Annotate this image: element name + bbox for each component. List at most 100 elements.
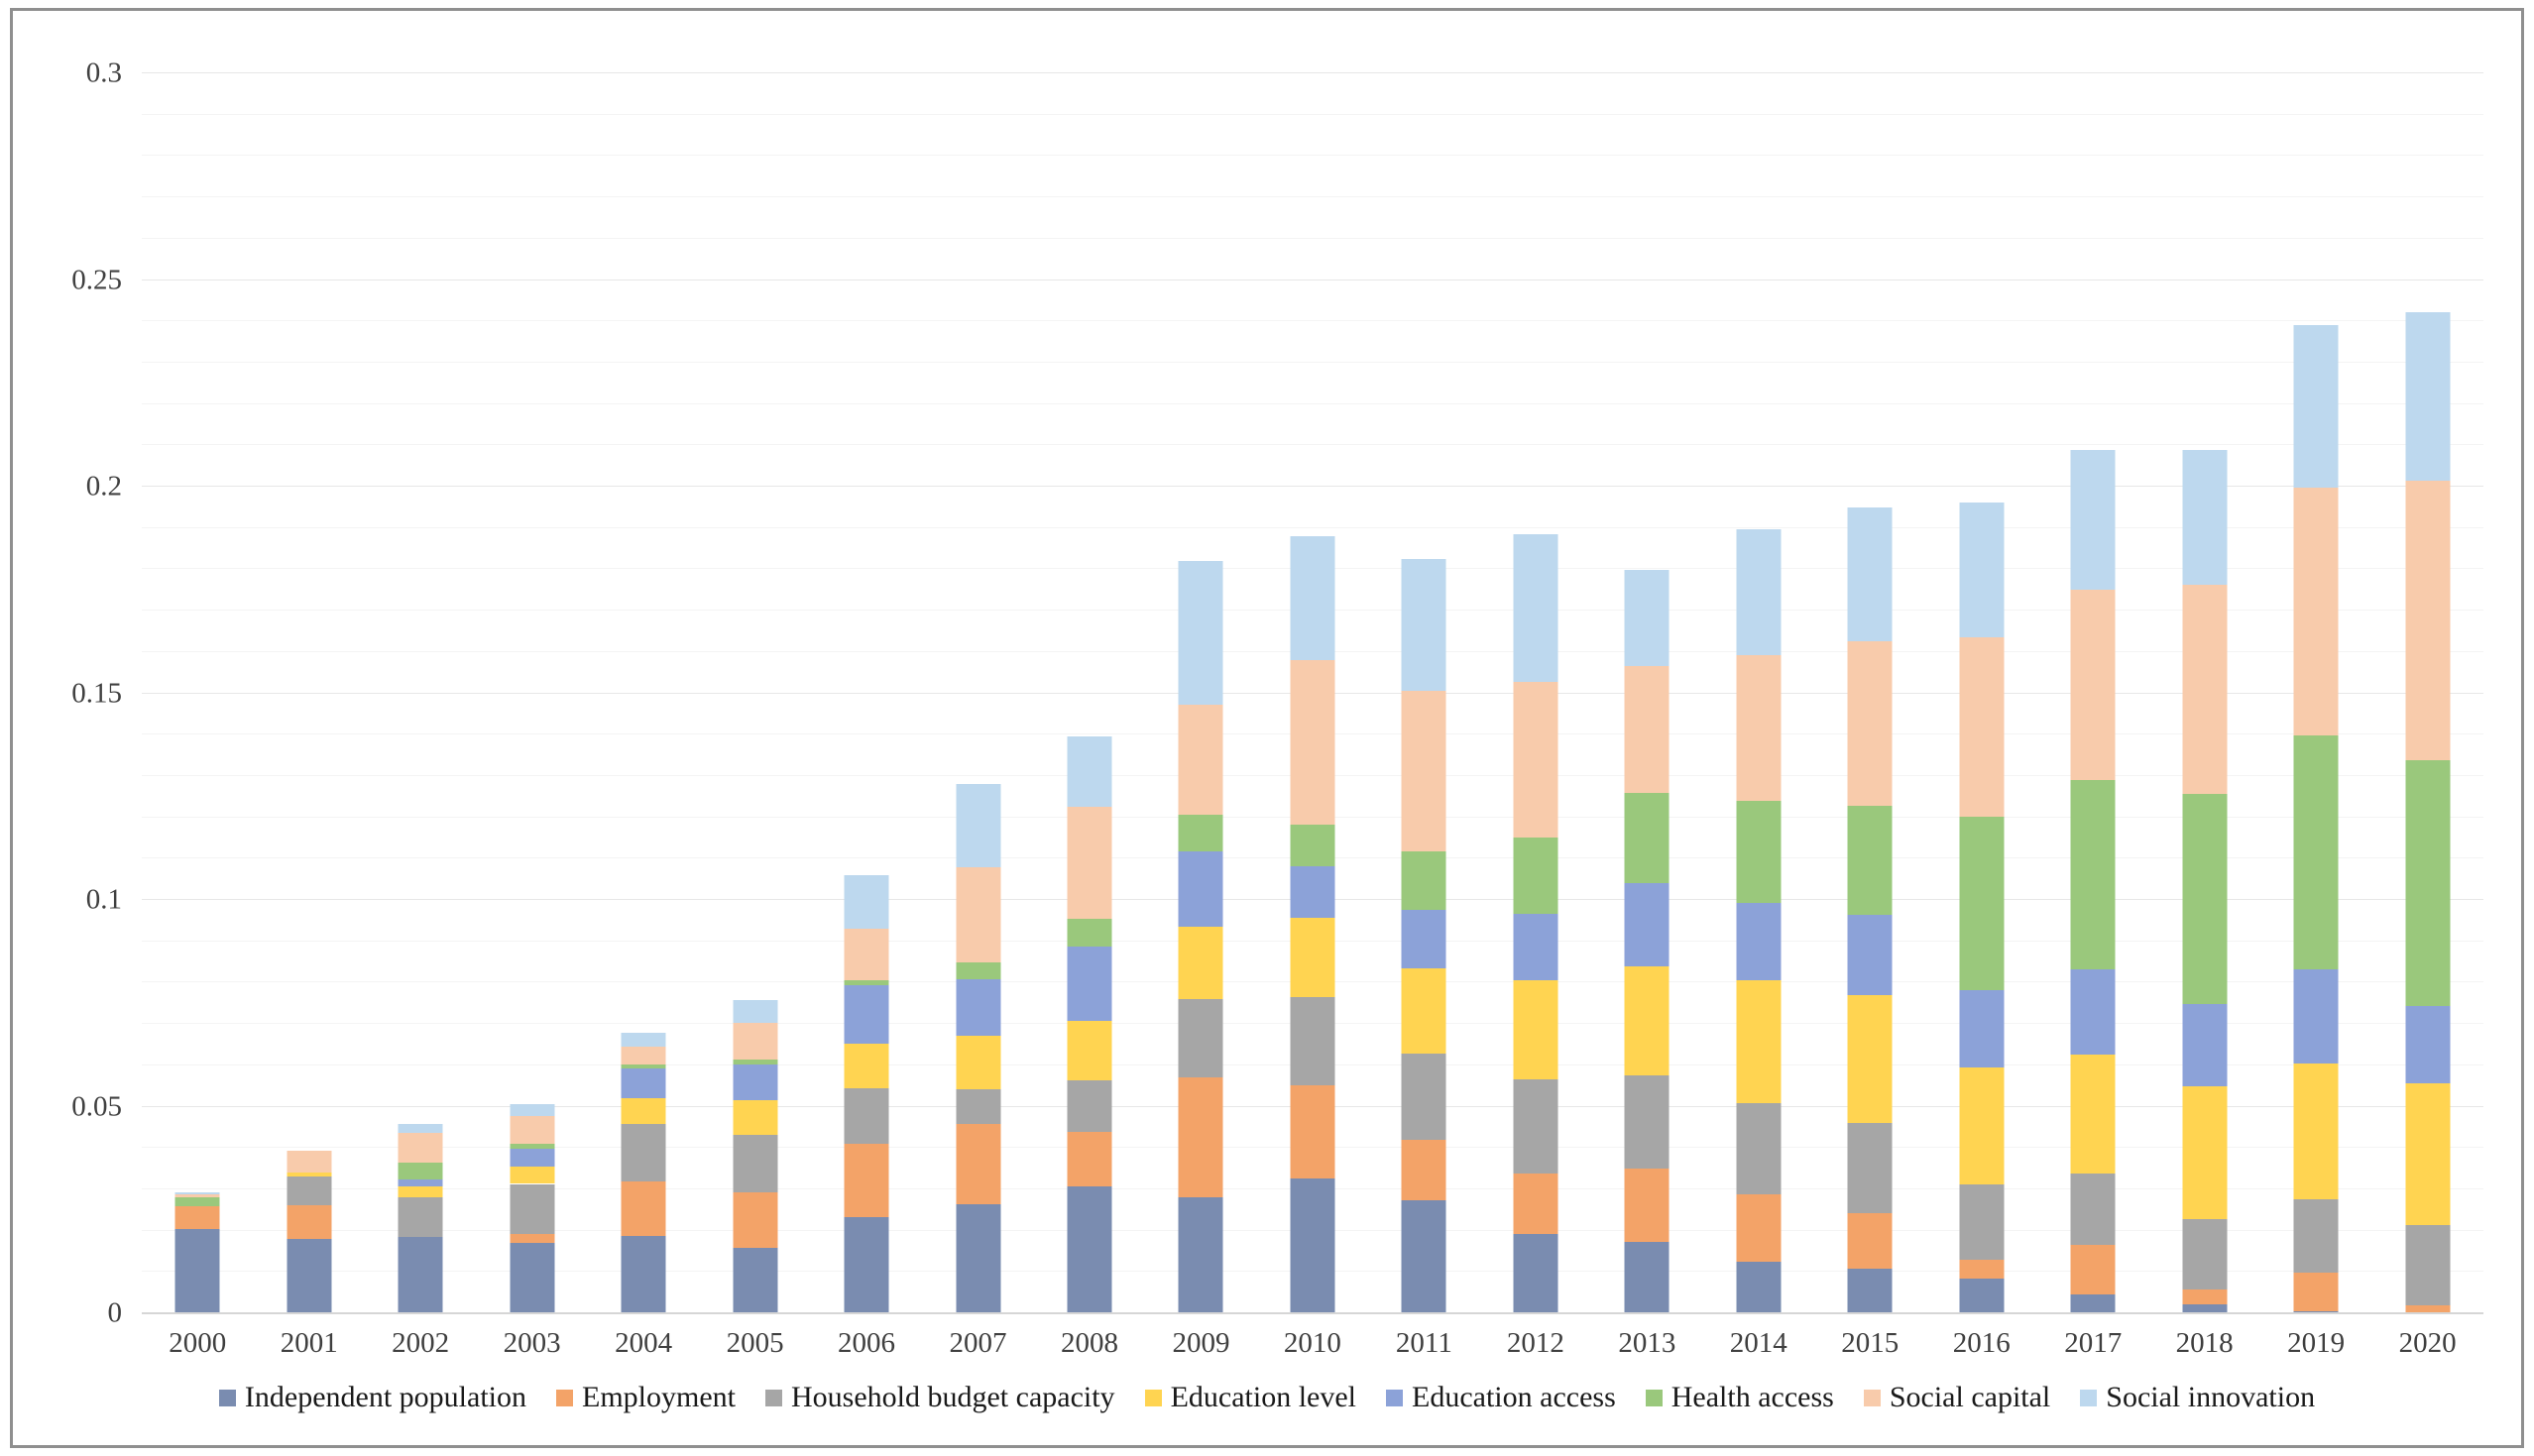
segment-employment — [1959, 1260, 2005, 1280]
segment-education-level — [956, 1036, 1001, 1089]
x-axis-label-2018: 2018 — [2175, 1327, 2234, 1359]
stacked-bar-2003 — [510, 1103, 555, 1313]
segment-education-access — [1401, 909, 1446, 968]
x-axis-label-2014: 2014 — [1729, 1327, 1787, 1359]
segment-independent-population — [956, 1204, 1001, 1313]
segment-household-budget-capacity — [2405, 1224, 2451, 1305]
bar-slot-2000: 2000 — [142, 73, 253, 1359]
bar-slot-2005: 2005 — [699, 73, 810, 1359]
gridline-minor — [142, 237, 2483, 239]
segment-household-budget-capacity — [2182, 1218, 2228, 1289]
segment-independent-population — [1290, 1177, 1335, 1313]
x-axis-label-2000: 2000 — [169, 1327, 227, 1359]
segment-education-level — [2405, 1082, 2451, 1225]
legend-swatch-icon — [1144, 1389, 1162, 1406]
segment-household-budget-capacity — [1736, 1102, 1782, 1195]
segment-independent-population — [287, 1239, 332, 1313]
segment-education-access — [956, 979, 1001, 1037]
segment-education-access — [2070, 969, 2116, 1055]
segment-independent-population — [2182, 1303, 2228, 1313]
stacked-bar-2012 — [1513, 534, 1558, 1313]
segment-household-budget-capacity — [1290, 997, 1335, 1086]
legend-item-education-access: Education access — [1386, 1381, 1616, 1414]
segment-social-capital — [287, 1151, 332, 1173]
legend-swatch-icon — [218, 1389, 236, 1406]
legend-label: Education level — [1170, 1381, 1356, 1413]
segment-education-level — [1513, 980, 1558, 1080]
segment-health-access — [733, 1060, 778, 1064]
x-axis-label-2006: 2006 — [838, 1327, 896, 1359]
segment-health-access — [1513, 838, 1558, 914]
segment-education-level — [733, 1100, 778, 1135]
stacked-bar-2016 — [1959, 502, 2005, 1313]
legend-item-household-budget-capacity: Household budget capacity — [764, 1381, 1115, 1414]
gridline-minor — [142, 196, 2483, 198]
figure-frame: 0 0.05 0.1 0.15 0.2 0.25 0.3 2000 2001 2002 2003 2… — [10, 8, 2524, 1448]
bar-slot-2015: 2015 — [1814, 73, 1925, 1359]
segment-health-access — [2070, 779, 2116, 970]
segment-health-access — [1290, 825, 1335, 866]
segment-independent-population — [1067, 1185, 1112, 1313]
stacked-bar-2015 — [1847, 506, 1893, 1313]
segment-employment — [1290, 1085, 1335, 1178]
bar-slot-2010: 2010 — [1257, 73, 1368, 1359]
segment-education-level — [1290, 917, 1335, 997]
y-tick-label: 0.1 — [85, 883, 122, 916]
segment-independent-population — [621, 1235, 666, 1313]
y-tick-label: 0.2 — [85, 470, 122, 503]
segment-social-innovation — [1624, 570, 1670, 666]
legend-item-education-level: Education level — [1144, 1381, 1356, 1414]
y-tick-label: 0.05 — [71, 1090, 122, 1122]
segment-education-level — [1959, 1066, 2005, 1185]
bar-slot-2013: 2013 — [1591, 73, 1702, 1359]
segment-social-innovation — [1178, 561, 1223, 705]
segment-health-access — [621, 1064, 666, 1069]
stacked-bar-2000 — [174, 1191, 220, 1313]
x-axis-line — [142, 1312, 2483, 1314]
x-axis-label-2005: 2005 — [726, 1327, 784, 1359]
segment-health-access — [2182, 794, 2228, 1004]
x-axis-label-2015: 2015 — [1841, 1327, 1900, 1359]
segment-household-budget-capacity — [733, 1134, 778, 1193]
x-axis-label-2020: 2020 — [2398, 1327, 2457, 1359]
segment-social-capital — [733, 1022, 778, 1061]
legend-swatch-icon — [2080, 1389, 2098, 1406]
segment-education-level — [2182, 1086, 2228, 1219]
segment-social-capital — [2070, 590, 2116, 780]
segment-social-capital — [1736, 655, 1782, 801]
bar-slot-2001: 2001 — [253, 73, 364, 1359]
x-axis-label-2017: 2017 — [2064, 1327, 2123, 1359]
stacked-bar-2006 — [844, 875, 889, 1313]
segment-household-budget-capacity — [510, 1183, 555, 1235]
gridline-minor — [142, 444, 2483, 446]
y-tick-label: 0.25 — [71, 264, 122, 295]
bar-slot-2019: 2019 — [2260, 73, 2371, 1359]
segment-education-access — [1736, 902, 1782, 981]
segment-employment — [287, 1205, 332, 1240]
gridline-major — [142, 486, 2483, 487]
stacked-bar-2011 — [1401, 559, 1446, 1313]
y-tick-label: 0.3 — [85, 56, 122, 89]
bar-slot-2009: 2009 — [1145, 73, 1256, 1359]
plot-area: 0 0.05 0.1 0.15 0.2 0.25 0.3 2000 2001 2002 2003 2… — [71, 57, 2483, 1359]
segment-health-access — [1067, 918, 1112, 948]
bar-slot-2020: 2020 — [2371, 73, 2482, 1359]
x-axis-label-2001: 2001 — [280, 1327, 338, 1359]
segment-education-access — [1959, 990, 2005, 1067]
x-axis-label-2003: 2003 — [503, 1327, 561, 1359]
segment-household-budget-capacity — [844, 1088, 889, 1144]
segment-household-budget-capacity — [1959, 1184, 2005, 1261]
segment-education-level — [287, 1172, 332, 1176]
segment-education-access — [510, 1149, 555, 1167]
segment-education-level — [621, 1097, 666, 1125]
bar-slot-2016: 2016 — [1926, 73, 2037, 1359]
segment-social-capital — [510, 1116, 555, 1144]
stacked-bar-2008 — [1067, 735, 1112, 1313]
segment-employment — [956, 1123, 1001, 1205]
segment-independent-population — [1178, 1196, 1223, 1313]
segment-social-innovation — [510, 1103, 555, 1117]
segment-social-capital — [174, 1193, 220, 1198]
segment-health-access — [844, 980, 889, 985]
segment-household-budget-capacity — [2070, 1173, 2116, 1246]
segment-education-access — [621, 1068, 666, 1098]
